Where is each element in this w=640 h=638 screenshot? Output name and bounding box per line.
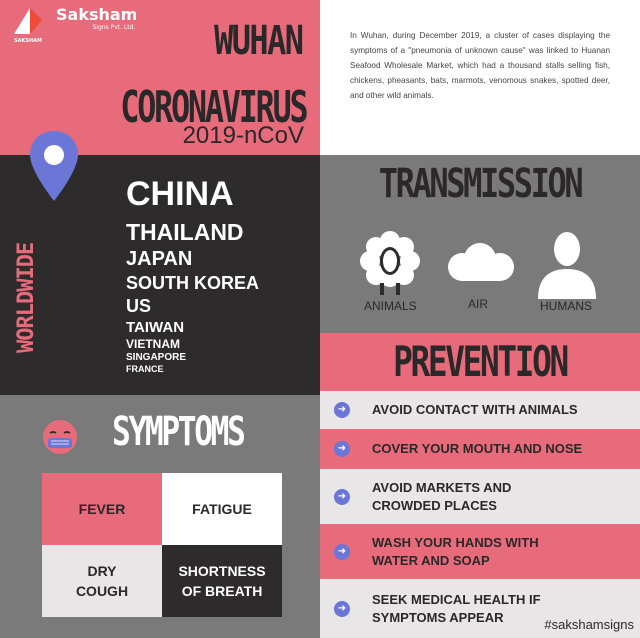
worldwide-label: WORLDWIDE — [14, 242, 39, 353]
title-wuhan: WUHAN — [213, 18, 304, 64]
transmission-title: TRANSMISSION — [378, 161, 584, 207]
logo-mark-text: SAKSHAM — [14, 38, 42, 44]
country-singapore: SINGAPORE — [126, 352, 187, 363]
prevention-item-text: WASH YOUR HANDS WITH WATER AND SOAP — [372, 534, 539, 568]
symptom-dry-cough-text: DRY COUGH — [75, 563, 129, 599]
country-taiwan: TAIWAN — [126, 319, 185, 336]
prevention-panel: PREVENTION ➜ AVOID CONTACT WITH ANIMALS … — [320, 333, 640, 638]
prevention-item-text: COVER YOUR MOUTH AND NOSE — [372, 441, 583, 456]
symptom-shortness-of-breath-text: SHORTNESS OF BREATH — [178, 563, 266, 599]
location-pin-icon — [30, 131, 78, 201]
arrow-right-icon: ➜ — [334, 543, 350, 560]
logo-icon — [8, 6, 52, 38]
country-france: FRANCE — [126, 364, 164, 374]
country-vietnam: VIETNAM — [126, 337, 180, 351]
arrow-right-icon: ➜ — [334, 600, 350, 617]
intro-panel: In Wuhan, during December 2019, a cluste… — [320, 0, 640, 155]
symptom-fever: FEVER — [42, 473, 162, 545]
symptoms-panel: SYMPTOMS FEVER FATIGUE DRY COUGH SHORTNE… — [0, 395, 320, 638]
prevention-item-text: AVOID MARKETS AND CROWDED PLACES — [372, 479, 512, 513]
person-icon — [538, 232, 596, 299]
logo-subtitle: Signs Pvt. Ltd. — [92, 24, 136, 31]
prevention-item: ➜ AVOID CONTACT WITH ANIMALS — [320, 391, 640, 429]
prevention-title: PREVENTION — [393, 337, 569, 386]
transmission-label-humans: HUMANS — [540, 299, 593, 313]
symptom-dry-cough: DRY COUGH — [42, 545, 162, 617]
symptom-fatigue: FATIGUE — [162, 473, 282, 545]
symptoms-title: SYMPTOMS — [112, 409, 246, 455]
hashtag: #sakshamsigns — [544, 617, 634, 632]
prevention-item-text: SEEK MEDICAL HEALTH IF SYMPTOMS APPEAR — [372, 591, 541, 625]
logo-title: Saksham — [56, 5, 138, 24]
cloud-icon — [448, 243, 514, 281]
prevention-item: ➜ COVER YOUR MOUTH AND NOSE — [320, 429, 640, 469]
arrow-right-icon: ➜ — [334, 402, 350, 418]
transmission-label-animals: ANIMALS — [364, 299, 417, 313]
worldwide-panel: WORLDWIDE CHINA THAILAND JAPAN SOUTH KOR… — [0, 131, 320, 395]
country-china: CHINA — [126, 175, 234, 213]
intro-text: In Wuhan, during December 2019, a cluste… — [350, 31, 610, 100]
country-japan: JAPAN — [126, 248, 193, 270]
header-panel: Saksham Signs Pvt. Ltd. SAKSHAM WUHAN CO… — [0, 0, 320, 155]
title-ncov: 2019-nCoV — [182, 122, 304, 149]
prevention-item: ➜ SEEK MEDICAL HEALTH IF SYMPTOMS APPEAR — [320, 579, 640, 638]
prevention-item: ➜ WASH YOUR HANDS WITH WATER AND SOAP — [320, 524, 640, 579]
arrow-right-icon: ➜ — [334, 488, 350, 505]
prevention-item-text: AVOID CONTACT WITH ANIMALS — [372, 402, 578, 417]
symptom-shortness-of-breath: SHORTNESS OF BREATH — [162, 545, 282, 617]
transmission-panel: TRANSMISSION ANIMALS AIR — [320, 155, 640, 333]
prevention-item: ➜ AVOID MARKETS AND CROWDED PLACES — [320, 469, 640, 524]
logo: Saksham Signs Pvt. Ltd. SAKSHAM — [8, 5, 138, 44]
arrow-right-icon: ➜ — [334, 441, 350, 457]
title-coronavirus: CORONAVIRUS — [119, 82, 308, 133]
masked-face-icon — [43, 420, 77, 454]
country-thailand: THAILAND — [126, 219, 244, 245]
sheep-icon — [360, 231, 420, 295]
country-us: US — [126, 296, 152, 316]
transmission-label-air: AIR — [468, 297, 489, 311]
country-south-korea: SOUTH KOREA — [126, 273, 260, 293]
